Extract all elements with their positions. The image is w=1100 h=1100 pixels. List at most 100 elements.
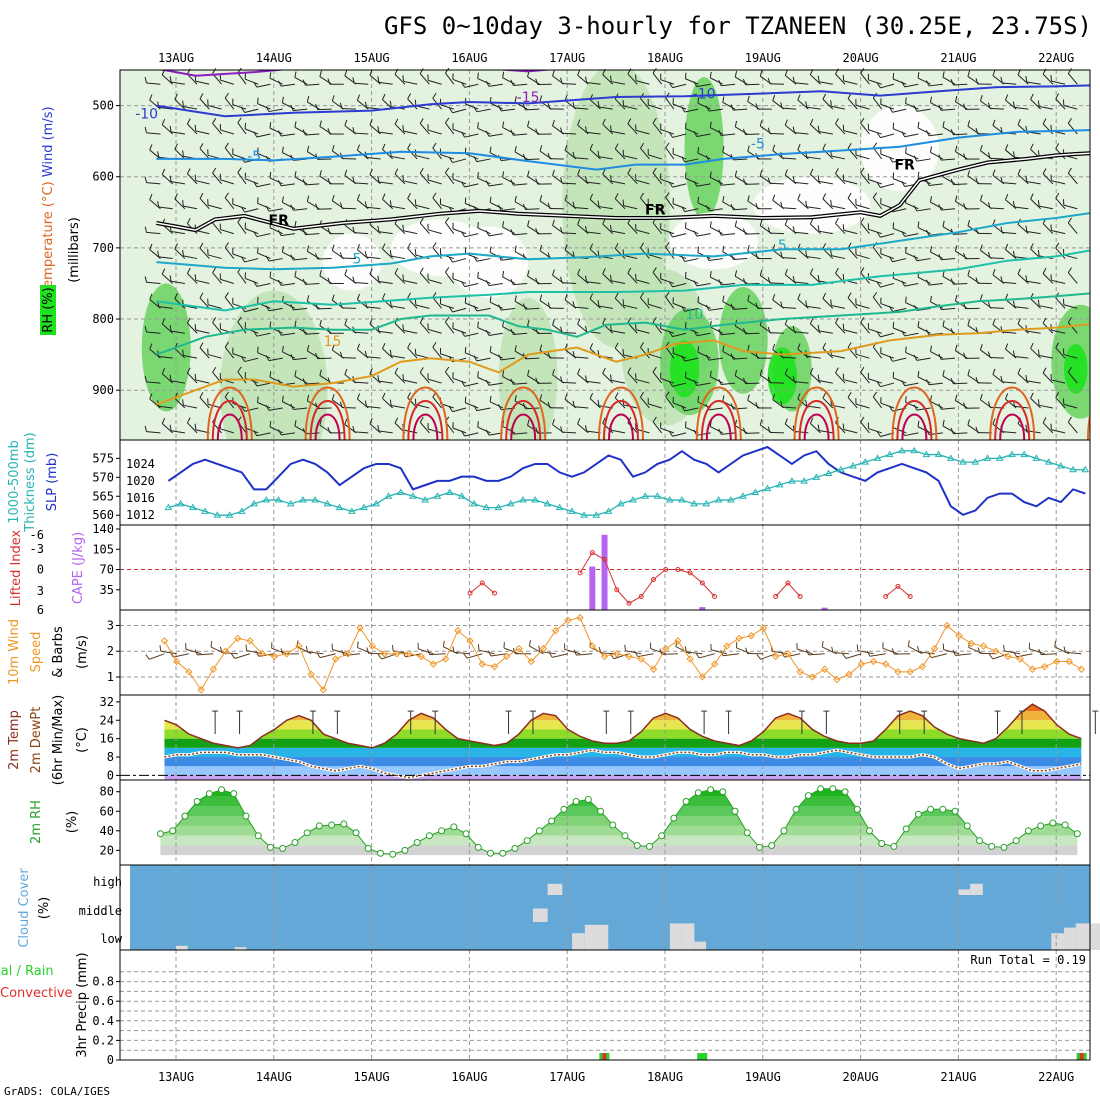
contour-label: FR [645, 202, 666, 218]
upper-wind-barb-flag [319, 120, 322, 127]
upper-wind-barb [855, 204, 870, 210]
thickness-marker [237, 507, 246, 514]
upper-wind-barb [1067, 222, 1078, 234]
upper-wind-barb [464, 183, 479, 188]
upper-wind-barb [513, 183, 528, 186]
upper-wind-barb [1030, 198, 1041, 210]
upper-wind-barb [941, 357, 956, 360]
rh2m-marker [731, 807, 739, 815]
upper-wind-barb [733, 357, 748, 360]
upper-wind-barb-flag [527, 369, 530, 376]
upper-wind-barb-flag [1005, 194, 1009, 200]
upper-wind-barb-flag [975, 376, 979, 383]
upper-wind-barb [810, 223, 821, 235]
upper-wind-barb-flag [792, 126, 795, 133]
upper-wind-barb [684, 357, 699, 362]
upper-wind-barb [199, 148, 210, 160]
slp-ylabel: SLP (mb) [45, 453, 60, 512]
upper-wind-barb-flag [344, 418, 348, 425]
upper-wind-barb-flag [585, 325, 588, 332]
wind10-barb-flag [194, 649, 198, 656]
upper-wind-barb-flag [331, 95, 335, 102]
upper-wind-barb-flag [461, 131, 466, 138]
upper-wind-barb-flag [407, 93, 411, 100]
upper-wind-barb-flag [987, 401, 991, 408]
upper-wind-barb [502, 425, 516, 434]
wind10-barb [1004, 650, 1021, 655]
upper-wind-barb-flag [560, 177, 563, 184]
upper-wind-barb-flag [734, 220, 738, 227]
upper-wind-barb-flag [369, 318, 373, 325]
upper-wind-barb [627, 222, 638, 234]
precip-tick-label: 0.8 [92, 975, 114, 989]
upper-wind-barb [721, 332, 736, 336]
upper-wind-barb [589, 149, 601, 160]
upper-wind-barb [660, 178, 675, 185]
upper-wind-barb [293, 357, 308, 361]
upper-wind-barb [953, 282, 968, 285]
upper-wind-barb-flag [306, 95, 310, 103]
upper-wind-barb-flag [539, 244, 543, 251]
upper-wind-barb-flag [917, 221, 920, 228]
upper-wind-barb [268, 108, 283, 113]
upper-wind-barb [428, 129, 442, 135]
rh2m-marker [1037, 822, 1045, 830]
rh2m-marker [914, 810, 922, 818]
upper-wind-barb-flag [992, 119, 996, 126]
wind10-barb-flag [512, 647, 516, 654]
upper-wind-barb-flag [477, 172, 479, 179]
upper-wind-barb-flag [597, 399, 600, 406]
upper-wind-barb [305, 183, 320, 186]
upper-wind-barb-flag [963, 252, 966, 259]
wind10-barb [160, 650, 177, 655]
upper-wind-barb [562, 232, 577, 235]
upper-wind-barb [733, 307, 748, 310]
upper-wind-barb [953, 233, 968, 235]
wind10-barb-flag [305, 645, 308, 652]
upper-wind-barb-flag [963, 103, 966, 110]
upper-wind-barb [989, 356, 1004, 359]
warm-contour [505, 400, 542, 440]
upper-wind-barb-flag [925, 80, 930, 87]
upper-wind-barb-flag [377, 126, 380, 133]
upper-wind-barb-flag [527, 220, 530, 227]
upper-wind-barb-flag [402, 125, 404, 132]
upper-wind-barb-flag [830, 100, 832, 107]
upper-wind-barb [220, 179, 234, 185]
rh2m-marker [572, 797, 580, 805]
upper-wind-barb [1063, 403, 1078, 409]
upper-wind-barb-flag [734, 170, 738, 177]
upper-wind-barb-flag [182, 150, 184, 157]
upper-wind-barb [904, 432, 919, 437]
wind10-barb [564, 648, 581, 655]
upper-wind-barb-flag [356, 243, 361, 250]
upper-wind-barb [432, 297, 443, 309]
upper-wind-barb-flag [149, 194, 153, 200]
upper-wind-barb [1055, 347, 1066, 359]
wind10-marker [551, 626, 560, 635]
upper-wind-barb-flag [498, 404, 502, 410]
wind10-marker [979, 642, 988, 650]
upper-wind-barb [415, 155, 430, 160]
upper-wind-barb [378, 330, 393, 334]
upper-wind-barb [810, 373, 821, 384]
upper-wind-barb [269, 227, 283, 235]
upper-wind-barb [1026, 181, 1041, 185]
upper-wind-barb [354, 331, 369, 334]
li-marker [589, 550, 595, 556]
upper-wind-barb [614, 397, 626, 409]
wind10-marker [344, 650, 352, 658]
upper-wind-barb [445, 371, 455, 384]
upper-wind-barb-flag [149, 393, 153, 400]
rh2m-marker [670, 814, 678, 822]
rh2m-marker [230, 790, 238, 798]
rh2m-marker [376, 849, 384, 857]
upper-wind-barb [280, 332, 295, 336]
upper-wind-barb [220, 229, 234, 235]
upper-wind-barb [722, 350, 736, 359]
upper-wind-barb-flag [1055, 392, 1060, 398]
upper-wind-barb [577, 74, 589, 85]
upper-wind-barb-flag [697, 246, 700, 253]
upper-wind-barb [835, 322, 846, 334]
upper-wind-barb-flag [640, 391, 645, 398]
